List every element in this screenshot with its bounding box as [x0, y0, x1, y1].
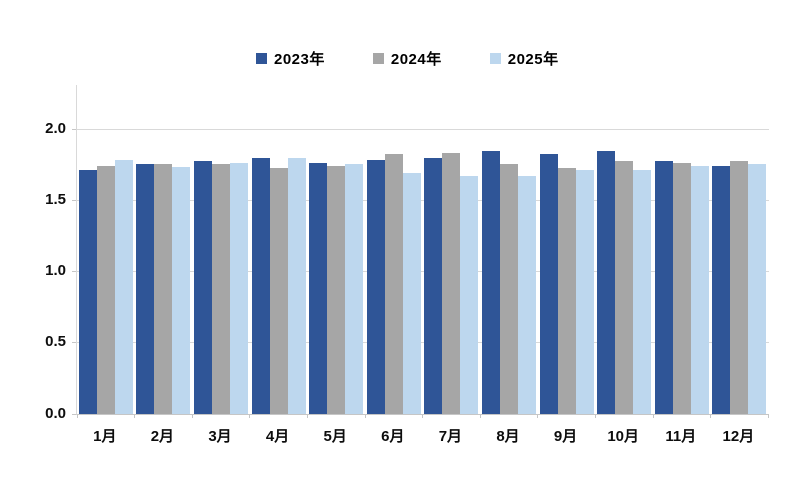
bar-2023年-2月	[136, 164, 155, 414]
bar-2024年-9月	[557, 168, 576, 414]
x-axis-tick	[422, 413, 424, 418]
x-axis-label-1月: 1月	[93, 428, 117, 445]
plot-area	[72, 85, 769, 418]
bar-2025年-12月	[748, 164, 767, 414]
bar-2023年-3月	[194, 161, 212, 414]
bar-2025年-9月	[575, 169, 594, 414]
x-axis-label-11月: 11月	[665, 428, 697, 445]
bar-2024年-5月	[327, 165, 346, 414]
x-axis-tick	[249, 413, 251, 418]
bar-2024年-3月	[212, 164, 230, 414]
bar-2025年-4月	[287, 158, 306, 414]
x-axis-label-7月: 7月	[438, 428, 463, 445]
bar-2024年-4月	[269, 168, 288, 414]
x-axis-tick	[652, 413, 654, 418]
bar-2024年-1月	[96, 165, 115, 414]
bar-2024年-12月	[730, 161, 749, 414]
legend-swatch-icon	[489, 53, 501, 64]
x-axis-tick	[710, 413, 712, 418]
x-axis-label-9月: 9月	[553, 428, 578, 445]
bar-2023年-9月	[539, 154, 558, 414]
bar-2024年-10月	[615, 161, 634, 414]
legend-swatch-icon	[372, 53, 384, 64]
y-axis-label: 1.5	[45, 190, 66, 208]
bar-2023年-1月	[78, 169, 97, 414]
x-axis-tick	[364, 413, 366, 418]
bar-2024年-2月	[154, 164, 173, 414]
y-axis-label: 0.5	[45, 333, 66, 351]
bar-2025年-6月	[402, 172, 421, 414]
x-axis-tick	[191, 413, 193, 418]
bar-2023年-12月	[712, 165, 731, 414]
bar-2023年-5月	[309, 162, 328, 414]
bar-2025年-1月	[114, 159, 133, 414]
legend-item-2025年: 2025年	[489, 48, 559, 69]
bar-2023年-11月	[654, 161, 673, 414]
x-axis-tick	[479, 413, 481, 418]
bar-2024年-7月	[442, 152, 461, 414]
bar-2024年-6月	[384, 154, 403, 414]
bar-2024年-11月	[672, 162, 691, 414]
legend-item-2024年: 2024年	[372, 48, 442, 69]
bar-2025年-2月	[172, 166, 191, 414]
y-axis-label: 1.0	[45, 262, 66, 279]
y-axis-tick	[72, 342, 76, 344]
x-axis-tick	[134, 413, 136, 418]
x-axis-label-6月: 6月	[381, 428, 405, 445]
bar-2025年-11月	[690, 165, 709, 414]
y-axis-tick	[72, 128, 76, 130]
bar-2025年-8月	[518, 175, 536, 414]
gridline-1.0	[77, 271, 769, 272]
x-axis-tick	[76, 413, 78, 418]
gridline-0.5	[77, 342, 769, 344]
x-axis-label-3月: 3月	[208, 428, 232, 445]
x-axis-tick	[537, 413, 539, 418]
x-axis-label-2月: 2月	[150, 428, 175, 445]
bar-2025年-10月	[633, 169, 652, 414]
x-axis-tick	[594, 413, 596, 418]
x-axis-tick	[306, 413, 308, 418]
legend-label: 2023年	[274, 51, 325, 68]
x-axis-label-10月: 10月	[607, 428, 640, 445]
bar-2025年-5月	[345, 164, 364, 414]
y-axis-tick	[72, 199, 76, 201]
bar-2025年-3月	[230, 162, 248, 414]
x-axis-label-8月: 8月	[496, 428, 520, 445]
gridline-1.5	[77, 199, 769, 201]
y-axis-label: 0.0	[45, 404, 66, 422]
legend-item-2023年: 2023年	[256, 48, 325, 69]
y-axis-tick	[72, 271, 76, 272]
bar-2023年-6月	[366, 159, 385, 414]
gridline-2.0	[77, 128, 769, 130]
bar-2023年-8月	[482, 151, 500, 414]
bar-2025年-7月	[460, 175, 479, 414]
x-axis-label-12月: 12月	[722, 428, 755, 445]
chart-legend: 2023年 2024年 2025年	[256, 48, 559, 69]
bar-2024年-8月	[500, 164, 518, 414]
x-axis-tick	[767, 413, 769, 418]
bar-2023年-4月	[251, 158, 270, 414]
legend-label: 2025年	[507, 51, 559, 68]
legend-swatch-icon	[256, 53, 267, 64]
legend-label: 2024年	[390, 51, 442, 68]
y-axis-label: 2.0	[45, 119, 66, 137]
x-axis-label-5月: 5月	[323, 428, 347, 445]
x-axis-label-4月: 4月	[265, 428, 290, 445]
bar-2023年-10月	[597, 151, 616, 414]
bar-2023年-7月	[424, 158, 443, 414]
y-axis-tick	[72, 413, 76, 415]
